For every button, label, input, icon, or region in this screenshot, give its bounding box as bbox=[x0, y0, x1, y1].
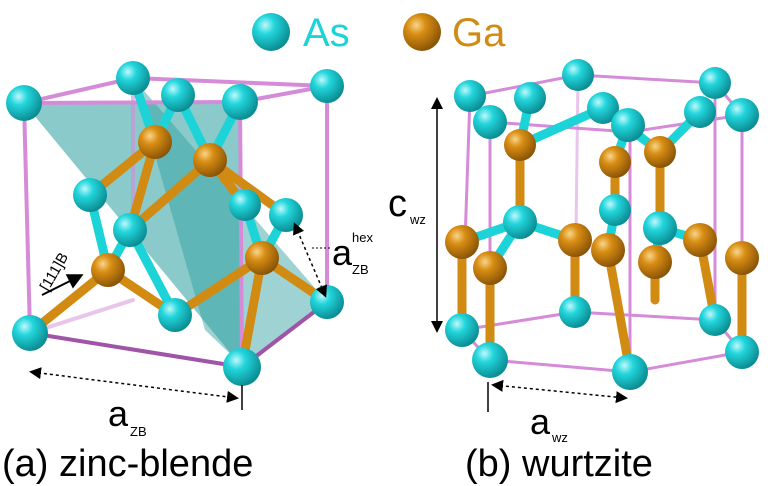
zb-hex-dimension: a hex ZB bbox=[293, 222, 373, 298]
zb-unit-cell bbox=[22, 76, 329, 369]
zb-hex-label-sup: hex bbox=[352, 230, 373, 245]
zb-hex-label-main: a bbox=[332, 232, 353, 273]
wz-caption: (b) wurtzite bbox=[465, 443, 653, 485]
wz-as-atom bbox=[599, 194, 631, 226]
wz-c-label-sub: wz bbox=[409, 212, 426, 227]
zb-as-atom bbox=[73, 178, 107, 212]
wz-as-atom bbox=[454, 80, 486, 112]
zb-ga-atom bbox=[138, 125, 172, 159]
zb-lattice-arrow-icon bbox=[29, 367, 239, 403]
wz-ga-atom bbox=[725, 241, 759, 275]
wz-as-atom bbox=[699, 304, 731, 336]
zb-as-atom bbox=[269, 198, 303, 232]
zb-as-atom bbox=[229, 189, 261, 221]
zb-ga-atom bbox=[245, 241, 279, 275]
wz-ga-atom bbox=[638, 245, 672, 279]
zb-as-atom bbox=[310, 69, 344, 103]
wz-as-atom bbox=[445, 313, 479, 347]
zb-direction-label: [111]B bbox=[37, 250, 72, 294]
wz-a-label-main: a bbox=[530, 401, 551, 442]
wz-as-atom bbox=[587, 92, 619, 124]
legend-ga-label: Ga bbox=[452, 11, 506, 55]
wz-ga-atom bbox=[683, 223, 717, 257]
legend-as-atom-icon bbox=[252, 13, 290, 51]
wz-a-label-sub: wz bbox=[551, 430, 568, 445]
wz-ga-atom bbox=[591, 233, 625, 267]
wz-a-arrow-icon bbox=[491, 379, 628, 404]
zb-lattice-label-sub: ZB bbox=[130, 424, 147, 439]
zb-as-atom bbox=[223, 348, 261, 386]
wz-ga-atom bbox=[558, 223, 592, 257]
wz-as-atom bbox=[725, 98, 759, 132]
wz-c-dimension: c wz bbox=[388, 97, 443, 333]
legend-ga-atom-icon bbox=[403, 13, 441, 51]
wz-as-atom bbox=[503, 205, 537, 239]
zb-as-atom bbox=[222, 84, 258, 120]
wz-as-atom bbox=[559, 296, 591, 328]
wz-a-dimension: a wz bbox=[487, 379, 628, 445]
wz-as-atom bbox=[473, 105, 507, 139]
zb-plane-front bbox=[133, 78, 327, 368]
wz-as-atom bbox=[562, 59, 594, 91]
wurtzite-panel: c wz a wz (b) wurtzite bbox=[388, 59, 759, 485]
zb-as-atom bbox=[158, 298, 192, 332]
wz-as-atom bbox=[612, 354, 648, 390]
wz-c-label-main: c bbox=[388, 183, 407, 225]
zb-ga-atom bbox=[91, 253, 125, 287]
zb-as-atom bbox=[113, 213, 147, 247]
zb-as-atom bbox=[12, 315, 48, 351]
wz-as-atom bbox=[684, 96, 716, 128]
wz-ga-atom bbox=[644, 136, 676, 168]
wz-as-atom bbox=[472, 342, 508, 378]
wz-as-atom bbox=[643, 211, 677, 245]
legend: As Ga bbox=[252, 11, 506, 55]
zb-lattice-dimension: a ZB bbox=[29, 367, 243, 439]
legend-as-label: As bbox=[303, 11, 350, 55]
zb-as-atom bbox=[6, 85, 42, 121]
wz-atoms bbox=[445, 59, 759, 390]
zb-as-atom bbox=[161, 78, 195, 112]
zb-ga-atom bbox=[193, 143, 227, 177]
zb-caption: (a) zinc-blende bbox=[2, 443, 253, 485]
wz-ga-atom bbox=[445, 225, 479, 259]
zb-hex-arrow-icon bbox=[293, 222, 327, 298]
wz-ga-atom bbox=[599, 146, 631, 178]
zinc-blende-panel: [111]B a hex ZB a ZB (a) zinc-blende bbox=[2, 61, 373, 485]
wz-as-atom bbox=[514, 82, 546, 114]
wz-as-atom bbox=[699, 67, 731, 99]
zb-direction-indicator: [111]B bbox=[37, 250, 84, 296]
zb-lattice-label-main: a bbox=[108, 393, 129, 434]
wz-ga-atom bbox=[473, 251, 507, 285]
wz-as-atom bbox=[611, 108, 645, 142]
zb-as-atom bbox=[116, 61, 150, 95]
zb-as-atom bbox=[310, 285, 344, 319]
zb-hex-label-sub: ZB bbox=[352, 262, 369, 277]
wz-ga-atom bbox=[504, 129, 536, 161]
wz-as-atom bbox=[725, 335, 759, 369]
zb-direction-arrow-icon bbox=[41, 274, 84, 296]
